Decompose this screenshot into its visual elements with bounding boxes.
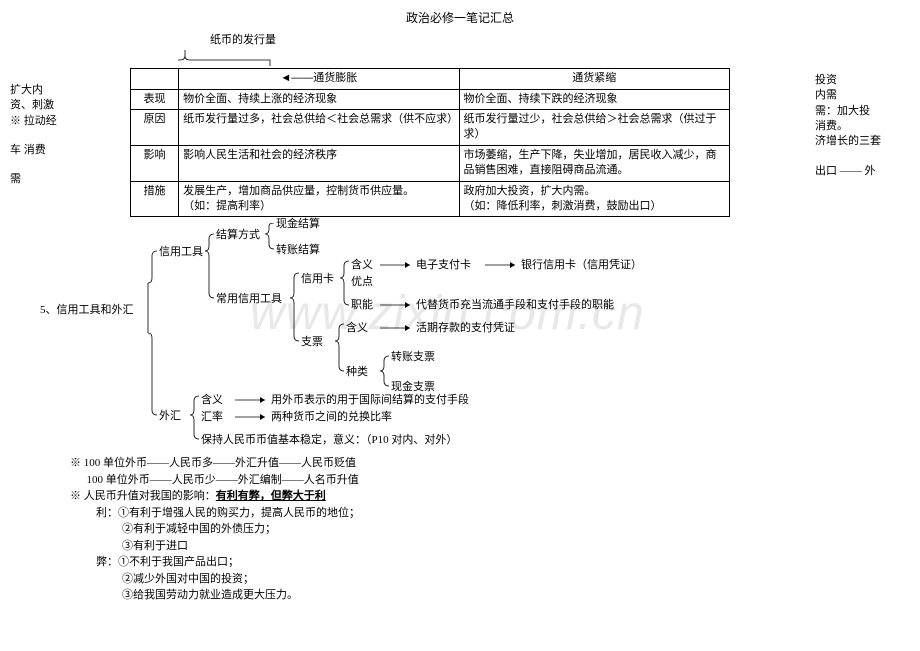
note-line: ③给我国劳动力就业造成更大压力。 [122,587,910,604]
node-check-meaning: 含义 [346,321,368,336]
node-cc-advantage: 优点 [351,275,373,290]
node-settlement: 结算方式 [216,228,260,243]
tree-root: 5、信用工具和外汇 [40,303,134,318]
note-line: 100 单位外币——人民币少——外汇编制——人名币升值 [70,472,910,489]
cell: 政府加大投资，扩大内需。 （如：降低利率，刺激消费，鼓励出口） [459,181,729,217]
table-header-row: ◄——通货膨胀 通货紧缩 [131,69,730,89]
center-column: 纸币的发行量 ◄——通货膨胀 通货紧缩 表现 物价全面、持续上涨的经济现象 物价… [120,33,815,218]
row-label: 措施 [131,181,179,217]
header-empty [131,69,179,89]
left-text-5: 需 [10,172,120,187]
node-transfer-check: 转账支票 [391,350,435,365]
right-text-4: 消费。 [815,119,910,134]
right-text-6: 出口 —— 外 [815,164,910,179]
right-text-3: 需：加大投 [815,104,910,119]
note-line: 利：①有利于增强人民的购买力，提高人民币的地位； [96,505,910,522]
right-text-2: 内需 [815,88,910,103]
table-row: 影响 影响人民生活和社会的经济秩序 市场萎缩，生产下降，失业增加，居民收入减少，… [131,145,730,181]
note-line: ※ 人民币升值对我国的影响：有利有弊，但弊大于利 [70,488,910,505]
node-transfer-settle: 转账结算 [276,243,320,258]
table-row: 措施 发展生产，增加商品供应量，控制货币供应量。 （如：提高利率） 政府加大投资… [131,181,730,217]
node-credit-card: 信用卡 [301,272,334,287]
node-cc-meaning-text: 电子支付卡 [416,258,471,273]
header-deflation: 通货紧缩 [459,69,729,89]
node-rate: 汇率 [201,410,223,425]
node-cash-settle: 现金结算 [276,217,320,232]
row-label: 表现 [131,89,179,109]
comparison-table: ◄——通货膨胀 通货紧缩 表现 物价全面、持续上涨的经济现象 物价全面、持续下跌… [130,68,730,217]
node-cc-meaning: 含义 [351,258,373,273]
note-line: 弊：①不利于我国产品出口； [96,554,910,571]
left-text-3: ※ 拉动经 [10,114,120,129]
node-forex-meaning: 含义 [201,393,223,408]
note-line: ③有利于进口 [122,538,910,555]
node-cc-function: 职能 [351,298,373,313]
node-check-meaning-text: 活期存款的支付凭证 [416,321,515,336]
row-label: 原因 [131,109,179,145]
left-text-4: 车 消费 [10,143,120,158]
cell: 物价全面、持续下跌的经济现象 [459,89,729,109]
cell: 纸币发行量过多，社会总供给＜社会总需求（供不应求） [179,109,459,145]
cell: 纸币发行量过少，社会总供给＞社会总需求（供过于求） [459,109,729,145]
page-title: 政治必修一笔记汇总 [10,10,910,27]
document-content: 政治必修一笔记汇总 扩大内 资、刺激 ※ 拉动经 车 消费 需 纸币的发行量 ◄… [10,10,910,604]
note-line: ※ 100 单位外币——人民币多——外汇升值——人民币贬值 [70,455,910,472]
note-line: ②有利于减轻中国的外债压力； [122,521,910,538]
cell: 发展生产，增加商品供应量，控制货币供应量。 （如：提高利率） [179,181,459,217]
cell: 影响人民生活和社会的经济秩序 [179,145,459,181]
note-prefix: ※ 人民币升值对我国的影响： [70,490,216,502]
node-rate-text: 两种货币之间的兑换比率 [271,410,392,425]
right-text-1: 投资 [815,73,910,88]
issue-amount-label: 纸币的发行量 [210,33,815,48]
table-row: 原因 纸币发行量过多，社会总供给＜社会总需求（供不应求） 纸币发行量过少，社会总… [131,109,730,145]
right-text-5: 济增长的三套 [815,134,910,149]
left-margin-text: 扩大内 资、刺激 ※ 拉动经 车 消费 需 [10,33,120,218]
left-text-2: 资、刺激 [10,98,120,113]
left-text-1: 扩大内 [10,83,120,98]
node-check: 支票 [301,335,323,350]
header-inflation-text: 通货膨胀 [313,72,357,84]
node-cc-function-text: 代替货币充当流通手段和支付手段的职能 [416,298,614,313]
right-margin-text: 投资 内需 需：加大投 消费。 济增长的三套 出口 —— 外 [815,33,910,218]
node-forex-meaning-text: 用外币表示的用于国际间结算的支付手段 [271,393,469,408]
node-forex: 外汇 [159,409,181,424]
bottom-notes: ※ 100 单位外币——人民币多——外汇升值——人民币贬值 100 单位外币——… [70,455,910,604]
node-common-tools: 常用信用工具 [216,292,282,307]
note-bold: 有利有弊，但弊大于利 [216,490,326,502]
tree-diagram: 5、信用工具和外汇 信用工具 结算方式 现金结算 转账结算 常用信用工具 信用卡… [40,223,910,453]
arrow-left-icon: ◄—— [280,72,313,84]
cell: 物价全面、持续上涨的经济现象 [179,89,459,109]
node-cc-meaning-text2: 银行信用卡（信用凭证） [521,258,642,273]
top-section: 扩大内 资、刺激 ※ 拉动经 车 消费 需 纸币的发行量 ◄——通货膨胀 通货紧… [10,33,910,218]
note-line: ②减少外国对中国的投资； [122,571,910,588]
header-inflation: ◄——通货膨胀 [179,69,459,89]
brace-top-svg [130,50,750,68]
node-check-types: 种类 [346,365,368,380]
table-row: 表现 物价全面、持续上涨的经济现象 物价全面、持续下跌的经济现象 [131,89,730,109]
node-credit-tools: 信用工具 [159,245,203,260]
cell: 市场萎缩，生产下降，失业增加，居民收入减少，商品销售困难，直接阻碍商品流通。 [459,145,729,181]
row-label: 影响 [131,145,179,181]
node-stable: 保持人民币币值基本稳定，意义：（P10 对内、对外） [201,433,457,448]
